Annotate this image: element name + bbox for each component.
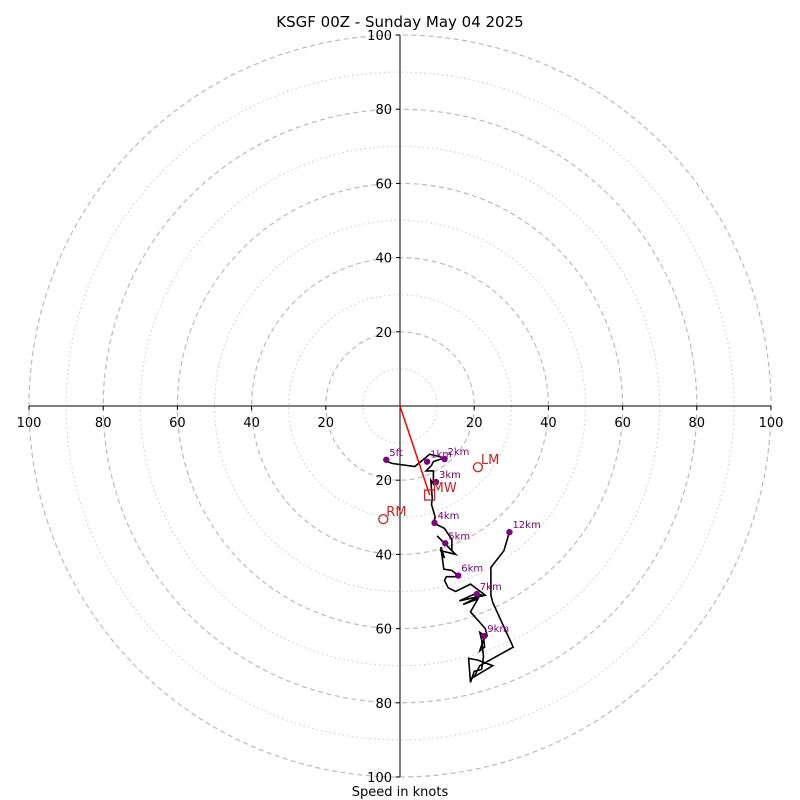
x-tick-label: 40: [243, 416, 260, 431]
height-label-7km: 7km: [480, 582, 502, 593]
y-tick-label: 80: [375, 103, 392, 118]
height-label-1km: 1km: [430, 450, 452, 461]
height-label-3km: 3km: [439, 470, 461, 481]
height-marker-2km: [441, 455, 448, 463]
x-tick-label: 60: [169, 416, 186, 431]
storm-label-LM: LM: [481, 453, 499, 468]
wind-profile-line: [386, 453, 515, 683]
storm-motion-vector: [399, 405, 431, 496]
x-tick-label: 40: [540, 416, 557, 431]
x-tick-label: 80: [689, 416, 706, 431]
y-tick-label: 40: [375, 548, 392, 563]
y-tick-label: 20: [375, 326, 392, 341]
height-label-5km: 5km: [448, 531, 470, 542]
wind-trace: [386, 453, 515, 683]
storm-motion: LM RM MW: [378, 405, 499, 525]
height-marker-12km: [506, 528, 513, 536]
height-label-4km: 4km: [438, 511, 460, 522]
x-tick-label: 100: [17, 416, 42, 431]
y-tick-label: 100: [367, 29, 392, 44]
height-marker-5km: [442, 540, 449, 547]
y-tick-label: 60: [375, 623, 392, 638]
y-tick-label: 20: [375, 474, 392, 489]
height-marker-1km: [423, 458, 431, 465]
chart-title: KSGF 00Z - Sunday May 04 2025: [276, 13, 523, 31]
storm-marker-LM: [472, 462, 484, 473]
height-marker-3km: [432, 478, 440, 486]
tick-labels: 100 80 60 40 20 20 40 60 80 100 20 40 60 80 100 20 40 60 8…: [17, 29, 784, 786]
height-marker-7km: [473, 590, 480, 598]
storm-label-MW: MW: [433, 481, 457, 496]
x-tick-label: 20: [318, 416, 335, 431]
height-marker-5ft: [383, 456, 390, 463]
x-tick-label: 20: [466, 416, 483, 431]
height-label-9km: 9km: [487, 624, 509, 635]
x-tick-label: 100: [759, 416, 784, 431]
storm-marker-RM: [378, 514, 389, 525]
height-label-12km: 12km: [512, 520, 540, 531]
height-label-2km: 2km: [448, 447, 470, 458]
height-label-6km: 6km: [461, 564, 483, 575]
height-label-5ft: 5ft: [389, 448, 403, 459]
y-tick-label: 80: [375, 697, 392, 712]
y-tick-label: 100: [367, 771, 392, 786]
height-marker-9km: [481, 632, 488, 640]
storm-marker-MW: [424, 489, 436, 501]
y-tick-label: 40: [375, 252, 392, 267]
storm-label-RM: RM: [386, 505, 406, 520]
height-marker-6km: [455, 572, 462, 579]
x-axis-label: Speed in knots: [352, 785, 449, 800]
x-tick-label: 80: [95, 416, 112, 431]
y-tick-label: 60: [375, 177, 392, 192]
x-tick-label: 60: [614, 416, 631, 431]
height-marker-4km: [431, 519, 438, 527]
